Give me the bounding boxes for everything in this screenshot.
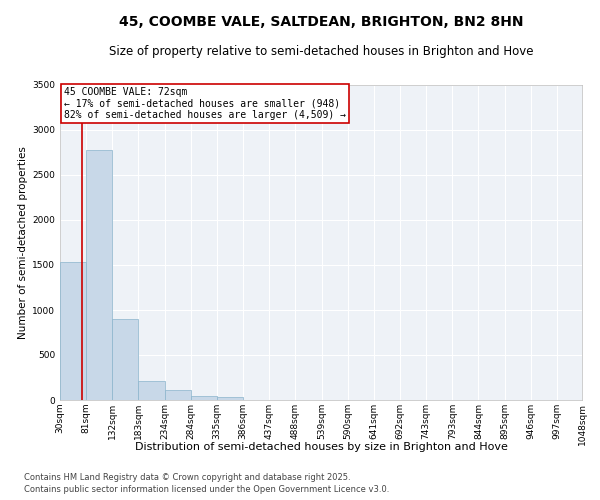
Text: Distribution of semi-detached houses by size in Brighton and Hove: Distribution of semi-detached houses by … bbox=[134, 442, 508, 452]
Text: Size of property relative to semi-detached houses in Brighton and Hove: Size of property relative to semi-detach… bbox=[109, 45, 533, 58]
Bar bbox=[60, 262, 86, 400]
Y-axis label: Number of semi-detached properties: Number of semi-detached properties bbox=[18, 146, 28, 339]
Text: Contains public sector information licensed under the Open Government Licence v3: Contains public sector information licen… bbox=[24, 485, 389, 494]
Bar bbox=[191, 396, 217, 400]
Bar bbox=[217, 397, 243, 400]
Text: 45, COOMBE VALE, SALTDEAN, BRIGHTON, BN2 8HN: 45, COOMBE VALE, SALTDEAN, BRIGHTON, BN2… bbox=[119, 15, 523, 29]
Text: Contains HM Land Registry data © Crown copyright and database right 2025.: Contains HM Land Registry data © Crown c… bbox=[24, 472, 350, 482]
Bar bbox=[86, 150, 112, 400]
Bar bbox=[139, 381, 164, 400]
Text: 45 COOMBE VALE: 72sqm
← 17% of semi-detached houses are smaller (948)
82% of sem: 45 COOMBE VALE: 72sqm ← 17% of semi-deta… bbox=[64, 87, 346, 120]
Bar bbox=[164, 390, 191, 400]
Bar bbox=[112, 319, 139, 400]
